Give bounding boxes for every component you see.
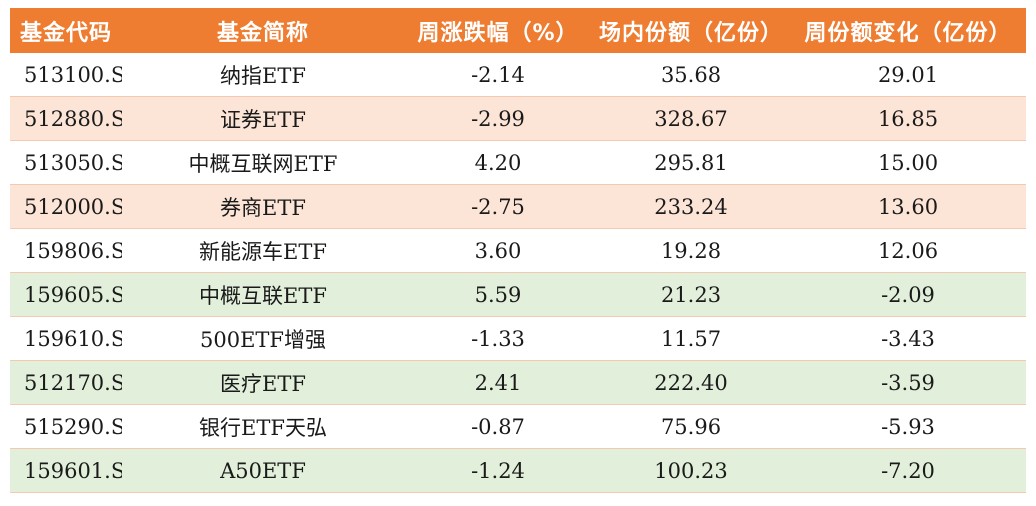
share-change-cell: 13.60 — [877, 194, 939, 219]
header-weekly-change: 周涨跌幅（%） — [417, 20, 579, 46]
shares-cell: 11.57 — [660, 326, 722, 351]
fund-name-cell: 证券ETF — [220, 107, 306, 132]
weekly-change-cell: 2.41 — [474, 370, 522, 395]
shares-cell: 100.23 — [654, 458, 728, 483]
shares-cell: 19.28 — [660, 238, 722, 263]
weekly-change-cell: -1.33 — [471, 326, 525, 351]
table-row: 159605.SZ 中概互联ETF 5.59 21.23 -2.09 — [10, 273, 1026, 317]
shares-cell: 35.68 — [660, 62, 722, 87]
fund-name-cell: A50ETF — [220, 458, 306, 483]
fund-name-cell: 中概互联网ETF — [188, 151, 338, 176]
shares-cell: 233.24 — [654, 194, 728, 219]
fund-code-cell: 515290.SH — [24, 414, 122, 439]
share-change-cell: -5.93 — [881, 414, 935, 439]
table-row: 512170.SH 医疗ETF 2.41 222.40 -3.59 — [10, 361, 1026, 405]
fund-code-cell: 159601.SZ — [24, 458, 122, 483]
weekly-change-cell: 5.59 — [474, 282, 522, 307]
shares-cell: 222.40 — [654, 370, 728, 395]
share-change-cell: 15.00 — [877, 150, 939, 175]
fund-code-cell: 512000.SH — [24, 194, 122, 219]
fund-code-cell: 159605.SZ — [24, 282, 122, 307]
table-row: 513100.SH 纳指ETF -2.14 35.68 29.01 — [10, 53, 1026, 97]
weekly-change-cell: 3.60 — [474, 238, 522, 263]
header-shares: 场内份额（亿份） — [598, 20, 783, 46]
weekly-change-cell: -2.75 — [471, 194, 525, 219]
weekly-change-cell: -2.99 — [471, 106, 525, 131]
share-change-cell: 16.85 — [877, 106, 939, 131]
fund-name-cell: 医疗ETF — [220, 371, 306, 396]
share-change-cell: -3.59 — [881, 370, 935, 395]
table-row: 515290.SH 银行ETF天弘 -0.87 75.96 -5.93 — [10, 405, 1026, 449]
fund-code-cell: 513100.SH — [24, 62, 122, 87]
header-fund-code: 基金代码 — [19, 20, 112, 46]
shares-cell: 328.67 — [654, 106, 728, 131]
header-fund-name: 基金简称 — [216, 20, 309, 46]
table-row: 512000.SH 券商ETF -2.75 233.24 13.60 — [10, 185, 1026, 229]
weekly-change-cell: 4.20 — [474, 150, 522, 175]
share-change-cell: 12.06 — [877, 238, 939, 263]
etf-table: 基金代码 基金简称 周涨跌幅（%） 场内份额（亿份） 周份额变化（亿份） 513… — [10, 8, 1026, 493]
fund-code-cell: 513050.SH — [24, 150, 122, 175]
table-row: 159610.SZ 500ETF增强 -1.33 11.57 -3.43 — [10, 317, 1026, 361]
weekly-change-cell: -0.87 — [471, 414, 525, 439]
fund-name-cell: 中概互联ETF — [199, 283, 327, 308]
header-share-change: 周份额变化（亿份） — [804, 20, 1012, 46]
shares-cell: 75.96 — [660, 414, 722, 439]
shares-cell: 295.81 — [654, 150, 728, 175]
table-row: 159806.SZ 新能源车ETF 3.60 19.28 12.06 — [10, 229, 1026, 273]
table-body: 513100.SH 纳指ETF -2.14 35.68 29.01 512880.SH 证券… — [10, 53, 1026, 493]
fund-name-cell: 500ETF增强 — [200, 327, 326, 352]
share-change-cell: -3.43 — [881, 326, 935, 351]
fund-code-cell: 512880.SH — [24, 106, 122, 131]
weekly-change-cell: -1.24 — [471, 458, 525, 483]
fund-name-cell: 纳指ETF — [220, 63, 306, 88]
shares-cell: 21.23 — [660, 282, 722, 307]
weekly-change-cell: -2.14 — [471, 62, 525, 87]
fund-code-cell: 159610.SZ — [24, 326, 122, 351]
share-change-cell: -2.09 — [881, 282, 935, 307]
table-row: 159601.SZ A50ETF -1.24 100.23 -7.20 — [10, 449, 1026, 493]
table-header: 基金代码 基金简称 周涨跌幅（%） 场内份额（亿份） 周份额变化（亿份） — [10, 8, 1026, 53]
fund-name-cell: 新能源车ETF — [199, 239, 327, 264]
table-row: 512880.SH 证券ETF -2.99 328.67 16.85 — [10, 97, 1026, 141]
share-change-cell: -7.20 — [881, 458, 935, 483]
table-row: 513050.SH 中概互联网ETF 4.20 295.81 15.00 — [10, 141, 1026, 185]
fund-code-cell: 512170.SH — [24, 370, 122, 395]
fund-code-cell: 159806.SZ — [24, 238, 122, 263]
fund-name-cell: 券商ETF — [220, 195, 306, 220]
share-change-cell: 29.01 — [877, 62, 939, 87]
fund-name-cell: 银行ETF天弘 — [199, 415, 327, 440]
